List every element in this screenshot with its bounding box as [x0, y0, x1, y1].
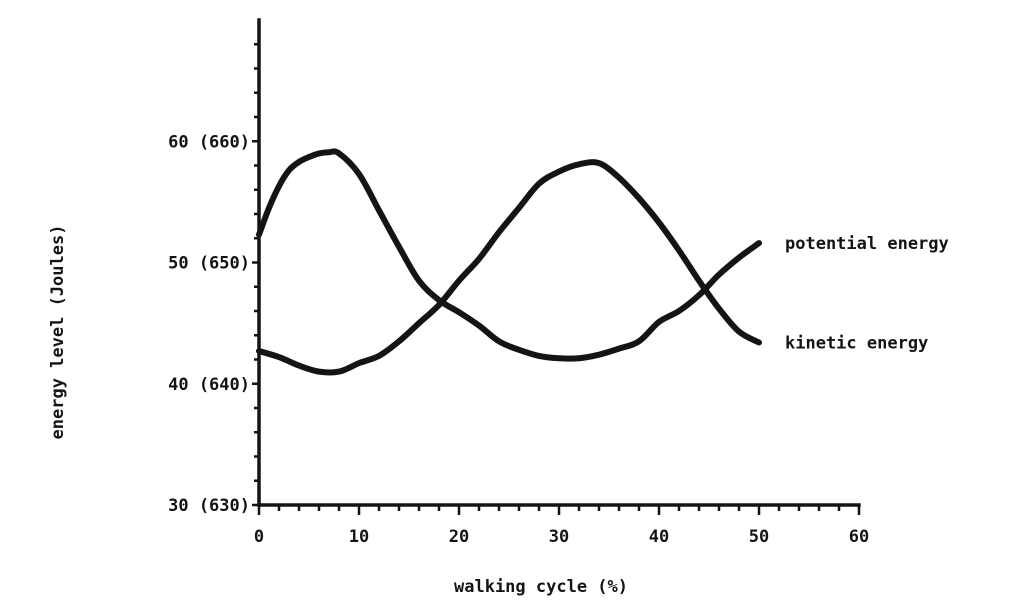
x-tick-label: 50	[749, 527, 769, 547]
series-group	[259, 151, 759, 372]
x-axis-title: walking cycle (%)	[454, 577, 628, 597]
y-ticks: 30 (630) 40 (640) 50 (650) 60 (660)	[168, 44, 259, 516]
series-labels: kinetic energy potential energy	[785, 234, 949, 353]
potential-energy-label: potential energy	[785, 234, 949, 254]
x-tick-label: 60	[849, 527, 869, 547]
x-tick-label: 30	[549, 527, 569, 547]
x-ticks: 0 10 20 30 40 50 60	[254, 505, 869, 547]
kinetic-energy-line	[259, 162, 759, 372]
y-tick-label: 40 (640)	[168, 375, 250, 395]
kinetic-energy-label: kinetic energy	[785, 334, 928, 354]
y-tick-label: 30 (630)	[168, 496, 250, 516]
x-tick-label: 10	[349, 527, 369, 547]
y-axis-title: energy level (Joules)	[48, 225, 68, 440]
x-tick-label: 20	[449, 527, 469, 547]
x-tick-label: 0	[254, 527, 264, 547]
y-tick-label: 60 (660)	[168, 132, 250, 152]
x-tick-label: 40	[649, 527, 669, 547]
y-tick-label: 50 (650)	[168, 254, 250, 274]
